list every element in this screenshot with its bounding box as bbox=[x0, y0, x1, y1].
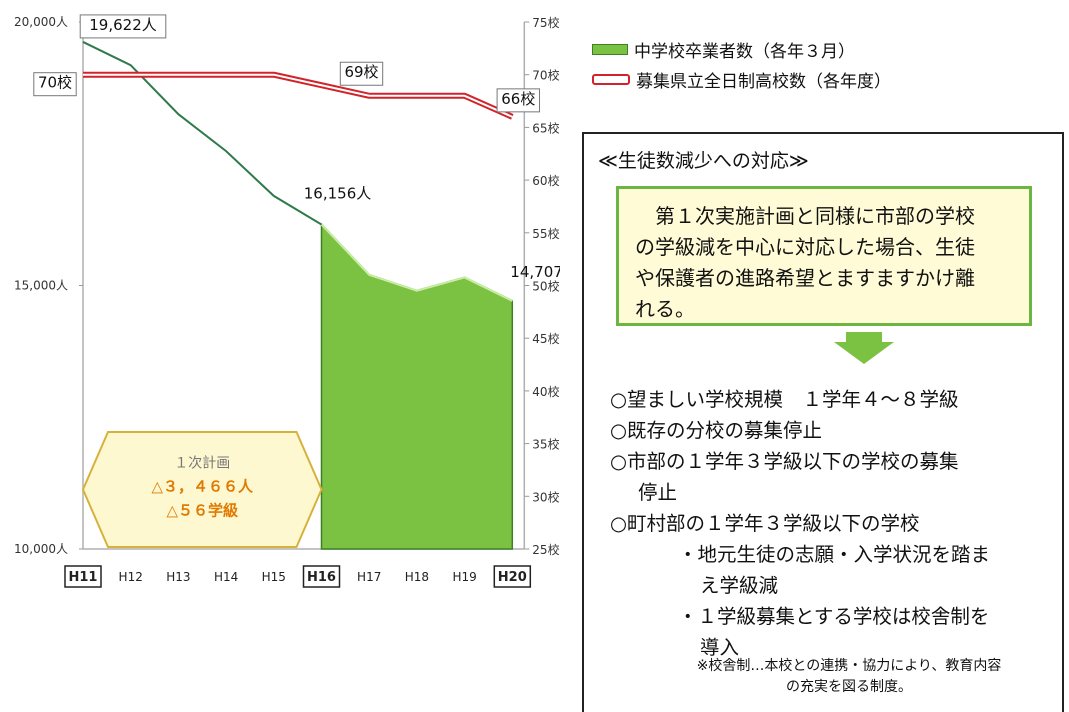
legend-item-graduates: 中学校卒業者数（各年３月） bbox=[592, 34, 891, 64]
callout-line: 第１次実施計画と同様に市部の学校 bbox=[635, 204, 975, 228]
x-tick-box bbox=[493, 565, 532, 588]
y-right-tick-label: 50校 bbox=[532, 279, 559, 294]
y-right-tick-label: 40校 bbox=[532, 384, 559, 399]
x-tick-label: H17 bbox=[357, 570, 381, 584]
callout-line: の学級減を中心に対応した場合、生徒 bbox=[635, 235, 975, 259]
data-label: 69校 bbox=[344, 63, 378, 81]
down-arrow-icon bbox=[834, 342, 894, 364]
y-right-tick-label: 65校 bbox=[532, 120, 559, 135]
y-left-tick-label: 10,000人 bbox=[14, 542, 68, 556]
footnote: ※校舎制…本校との連携・協力により、教育内容 の充実を図る制度。 bbox=[644, 656, 1054, 698]
data-label-box bbox=[496, 88, 541, 113]
data-label: 14,707人 bbox=[510, 263, 560, 281]
plan-annotation-shape bbox=[81, 431, 323, 548]
footnote-line: ※校舎制…本校との連携・協力により、教育内容 bbox=[696, 658, 1002, 674]
chart-area: 10,000人 15,000人 20,000人 25校 30校 35校 40校 45校 50校 5… bbox=[14, 14, 560, 588]
footnote-line: の充実を図る制度。 bbox=[786, 679, 912, 695]
y-right-tick-label: 70校 bbox=[532, 68, 559, 83]
data-label: 19,622人 bbox=[89, 16, 157, 34]
down-arrow-icon-bar bbox=[846, 332, 882, 344]
y-right-tick-label: 25校 bbox=[532, 542, 559, 557]
response-panel: ≪生徒数減少への対応≫ 第１次実施計画と同様に市部の学校 の学級減を中心に対応し… bbox=[582, 132, 1064, 712]
x-tick-label: H18 bbox=[405, 570, 429, 584]
data-label: 66校 bbox=[501, 90, 535, 108]
legend-swatch-green bbox=[592, 43, 628, 55]
data-label-box bbox=[33, 72, 77, 97]
legend-swatch-red bbox=[592, 73, 630, 85]
measure-item-cont: 停止 bbox=[638, 481, 678, 504]
data-label-box bbox=[79, 14, 167, 39]
measure-subitem: ・地元生徒の志願・入学状況を踏ま bbox=[678, 543, 991, 566]
schools-line-inner bbox=[83, 73, 513, 118]
x-tick-label: H15 bbox=[262, 570, 286, 584]
callout-line: や保護者の進路希望とますますかけ離 bbox=[635, 266, 975, 290]
callout-box: 第１次実施計画と同様に市部の学校 の学級減を中心に対応した場合、生徒 や保護者の… bbox=[616, 186, 1032, 326]
chart-legend: 中学校卒業者数（各年３月） 募集県立全日制高校数（各年度） bbox=[592, 34, 891, 94]
x-tick-label: H16 bbox=[307, 570, 336, 585]
measures-list: ○望ましい学校規模 １学年４～８学級 ○既存の分校の募集停止 ○市部の１学年３学… bbox=[610, 384, 1060, 663]
legend-label-graduates: 中学校卒業者数（各年３月） bbox=[634, 41, 855, 62]
measure-item: ○望ましい学校規模 １学年４～８学級 bbox=[610, 388, 959, 411]
graduates-area bbox=[320, 222, 514, 550]
plan-annotation-text: △３，４６６人 bbox=[151, 478, 254, 496]
legend-label-schools: 募集県立全日制高校数（各年度） bbox=[636, 71, 891, 92]
y-right-tick-label: 45校 bbox=[532, 331, 559, 346]
y-left-tick-label: 15,000人 bbox=[14, 279, 68, 293]
data-label-box bbox=[339, 61, 384, 86]
plan-annotation-text: １次計画 bbox=[174, 456, 230, 472]
x-tick-label: H20 bbox=[498, 570, 527, 585]
measure-item: ○町村部の１学年３学級以下の学校 bbox=[610, 512, 920, 535]
x-tick-label: H11 bbox=[69, 570, 98, 585]
y-right-tick-label: 60校 bbox=[532, 173, 559, 188]
measure-subitem-cont: 導入 bbox=[700, 636, 740, 659]
x-tick-label: H13 bbox=[166, 570, 190, 584]
measure-subitem-cont: え学級減 bbox=[700, 574, 779, 597]
measure-item: ○既存の分校の募集停止 bbox=[610, 419, 823, 442]
y-right-tick-label: 55校 bbox=[532, 226, 559, 241]
y-right-tick-label: 30校 bbox=[532, 489, 559, 504]
y-left-tick-label: 20,000人 bbox=[14, 15, 68, 29]
legend-item-schools: 募集県立全日制高校数（各年度） bbox=[592, 64, 891, 94]
x-tick-label: H14 bbox=[214, 570, 238, 584]
y-right-tick-label: 75校 bbox=[532, 15, 559, 30]
plan-annotation-text: △５６学級 bbox=[166, 502, 238, 520]
panel-title: ≪生徒数減少への対応≫ bbox=[598, 150, 809, 172]
callout-line: れる。 bbox=[635, 297, 695, 321]
measure-subitem: ・１学級募集とする学校は校舎制を bbox=[678, 605, 990, 628]
data-label: 70校 bbox=[38, 74, 72, 92]
graduates-line-highlight bbox=[320, 223, 513, 302]
x-tick-box bbox=[64, 565, 102, 588]
x-tick-label: H19 bbox=[452, 570, 476, 584]
measure-item: ○市部の１学年３学級以下の学校の募集 bbox=[610, 450, 959, 473]
data-label: 16,156人 bbox=[304, 185, 372, 203]
x-tick-box bbox=[302, 565, 341, 588]
y-right-tick-label: 35校 bbox=[532, 437, 559, 452]
x-tick-label: H12 bbox=[119, 570, 143, 584]
